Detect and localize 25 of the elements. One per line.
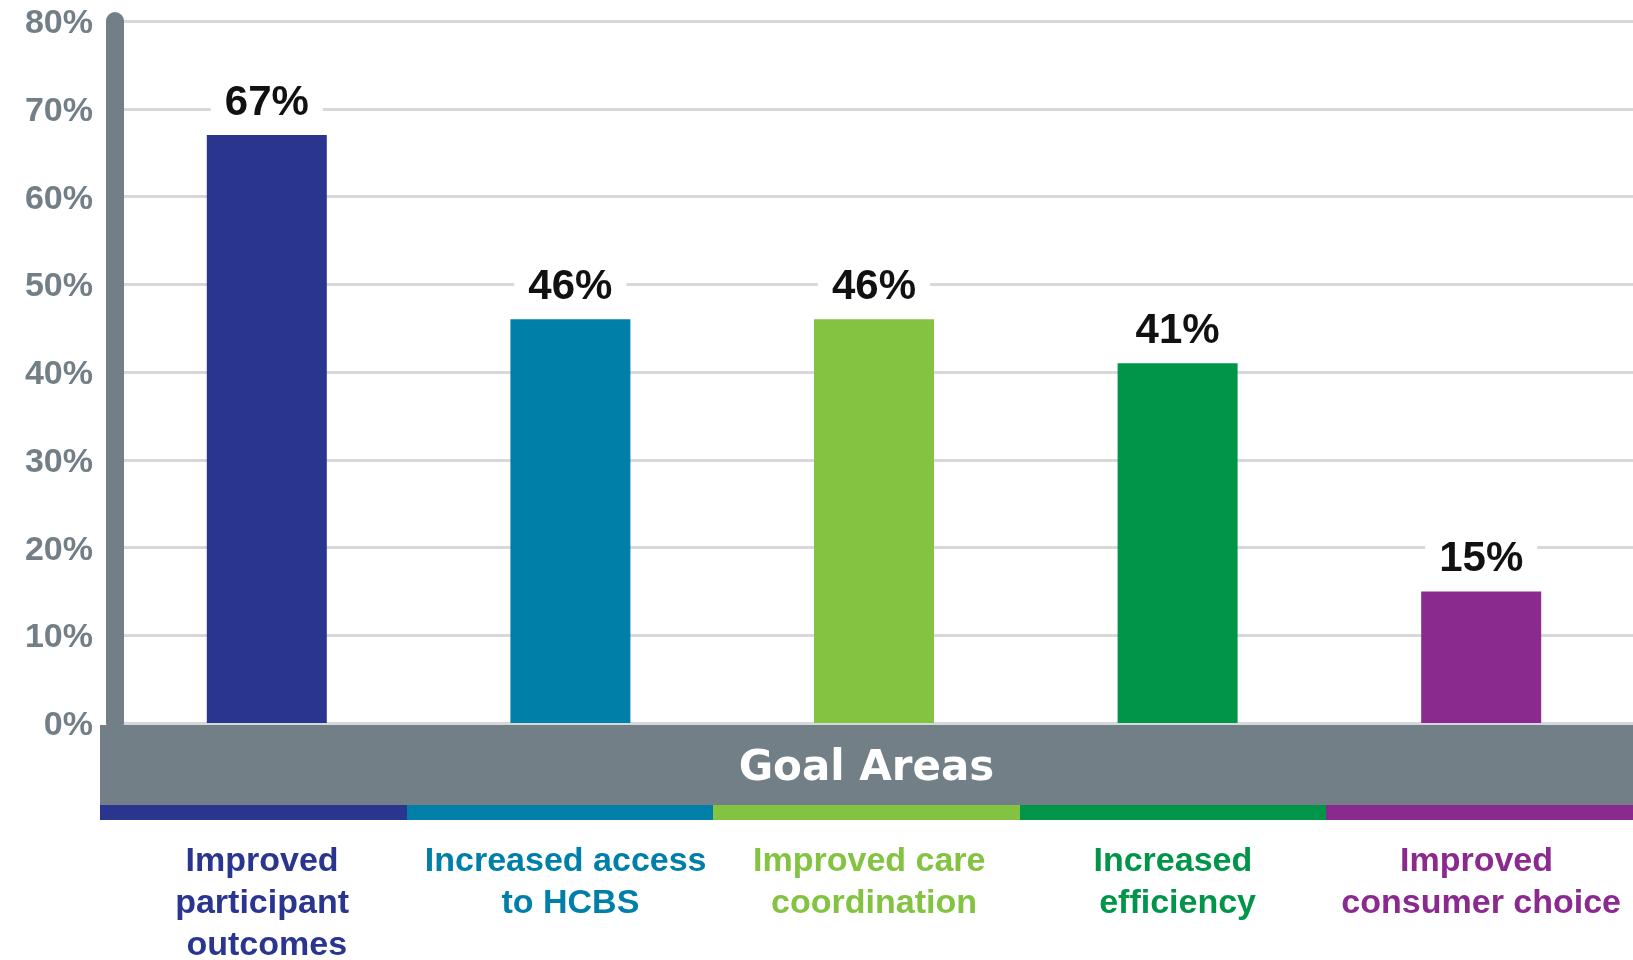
bar [1117, 363, 1238, 723]
x-axis-title: Goal Areas [738, 740, 995, 790]
data-label: 46% [831, 260, 917, 308]
x-tick-label: Improved participant outcomes [175, 840, 359, 960]
y-tick-label: 60% [24, 177, 93, 216]
y-tick-label: 50% [24, 265, 93, 304]
x-tick-label: Improved care coordination [753, 840, 995, 920]
bar [1421, 591, 1542, 723]
y-tick-label: 30% [24, 440, 93, 479]
y-tick-label: 10% [24, 616, 93, 655]
x-tick-label: Increased access to HCBS [424, 840, 716, 920]
data-label: 41% [1135, 304, 1220, 352]
bar [510, 319, 631, 723]
y-tick-label: 70% [24, 89, 93, 128]
data-label: 46% [528, 260, 613, 308]
data-label: 67% [224, 76, 309, 124]
x-tick-label: Improved consumer choice [1341, 840, 1622, 920]
bar [206, 135, 327, 723]
y-tick-label: 20% [24, 528, 93, 567]
bar [814, 319, 934, 723]
y-tick-label: 0% [43, 704, 93, 742]
x-tick-label: Increased efficiency [1093, 840, 1262, 920]
y-tick-label: 80% [24, 2, 93, 40]
y-tick-label: 40% [24, 353, 93, 391]
data-label: 15% [1439, 532, 1524, 580]
